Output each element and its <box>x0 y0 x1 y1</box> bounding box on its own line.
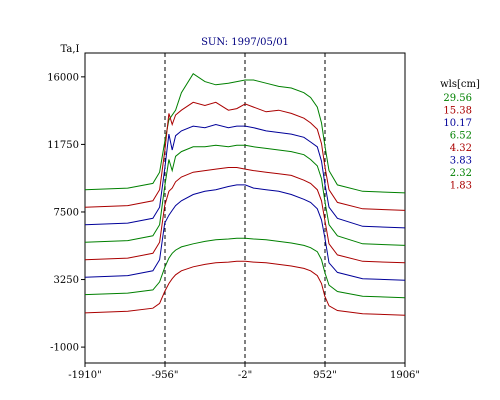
series-line-3 <box>84 144 406 246</box>
legend-entry-3: 6.52 <box>450 131 472 142</box>
y-tick-label-3: 3250 <box>54 275 79 286</box>
x-tick-label-0: -1910" <box>68 370 101 381</box>
y-axis-label: Ta,I <box>61 44 80 55</box>
legend-entry-7: 1.83 <box>450 181 472 192</box>
series-line-5 <box>84 184 406 281</box>
legend-entry-0: 29.56 <box>443 93 472 104</box>
x-tick-label-2: -2" <box>238 370 252 381</box>
x-tick-label-4: 1906" <box>390 370 420 381</box>
x-tick-label-1: -956" <box>151 370 178 381</box>
axis-ticks: 16000 11750 7500 3250 -1000 -1910" -956" -2" 952… <box>47 72 420 381</box>
y-tick-label-0: 16000 <box>47 72 79 83</box>
legend-entry-2: 10.17 <box>443 118 472 129</box>
x-tick-label-3: 952" <box>313 370 337 381</box>
legend-title: wls[cm] <box>440 79 480 90</box>
series-line-4 <box>84 167 406 264</box>
series-line-6 <box>84 237 406 299</box>
series-group <box>84 72 406 316</box>
legend-entry-4: 4.32 <box>450 143 472 154</box>
series-line-7 <box>84 260 406 316</box>
y-tick-label-2: 7500 <box>54 207 79 218</box>
legend-entry-5: 3.83 <box>450 156 472 167</box>
series-line-2 <box>84 123 406 229</box>
series-line-1 <box>84 101 406 211</box>
legend-entry-1: 15.38 <box>443 106 472 117</box>
chart-title: SUN: 1997/05/01 <box>201 37 289 48</box>
legend-entry-6: 2.32 <box>450 168 472 179</box>
y-tick-label-1: 11750 <box>47 140 79 151</box>
y-tick-label-4: -1000 <box>50 343 79 354</box>
vertical-markers <box>164 53 326 363</box>
